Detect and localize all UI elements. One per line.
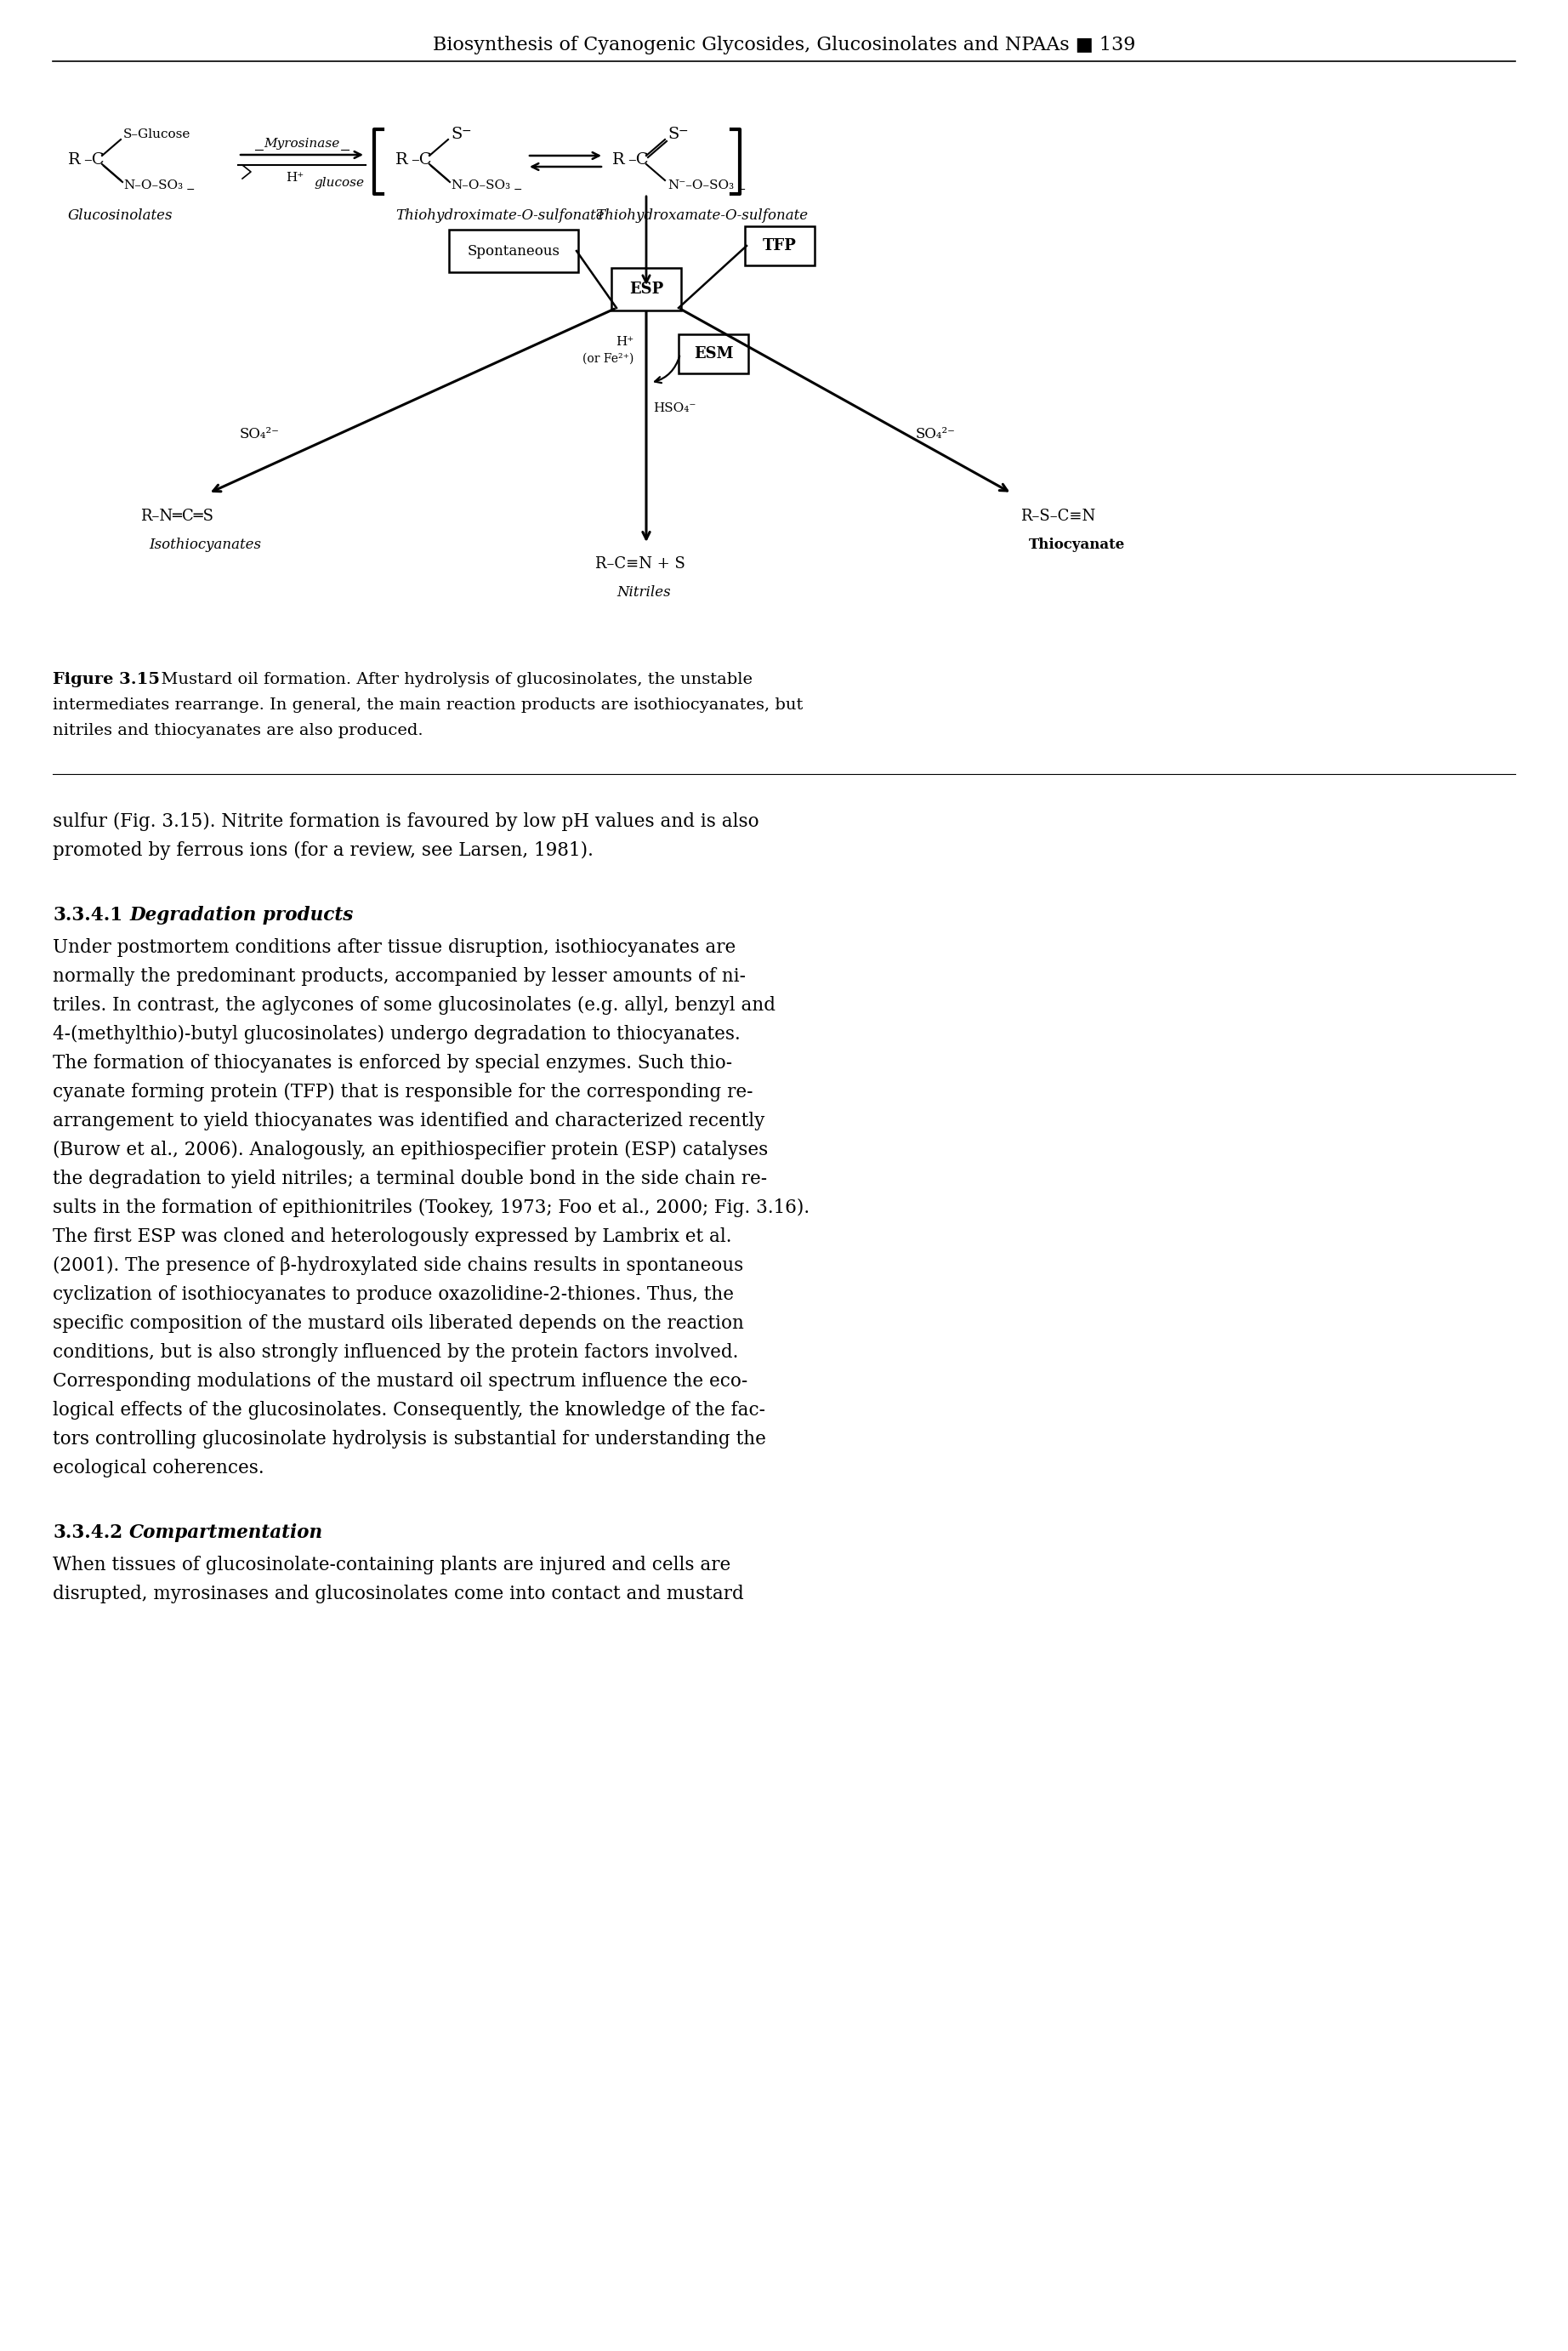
Text: S: S — [450, 127, 463, 141]
Text: −: − — [737, 183, 746, 195]
Text: triles. In contrast, the aglycones of some glucosinolates (e.g. allyl, benzyl an: triles. In contrast, the aglycones of so… — [53, 997, 776, 1016]
Text: promoted by ferrous ions (for a review, see Larsen, 1981).: promoted by ferrous ions (for a review, … — [53, 842, 593, 860]
Text: nitriles and thiocyanates are also produced.: nitriles and thiocyanates are also produ… — [53, 724, 423, 738]
Text: −: − — [514, 183, 522, 195]
Text: −: − — [679, 125, 688, 136]
Text: (Burow et al., 2006). Analogously, an epithiospecifier protein (ESP) catalyses: (Burow et al., 2006). Analogously, an ep… — [53, 1140, 768, 1159]
Text: Spontaneous: Spontaneous — [467, 245, 560, 259]
Text: conditions, but is also strongly influenced by the protein factors involved.: conditions, but is also strongly influen… — [53, 1342, 739, 1361]
Text: cyclization of isothiocyanates to produce oxazolidine-2-thiones. Thus, the: cyclization of isothiocyanates to produc… — [53, 1286, 734, 1305]
Text: –C: –C — [411, 153, 431, 167]
Text: arrangement to yield thiocyanates was identified and characterized recently: arrangement to yield thiocyanates was id… — [53, 1112, 765, 1131]
Text: the degradation to yield nitriles; a terminal double bond in the side chain re-: the degradation to yield nitriles; a ter… — [53, 1168, 767, 1187]
Text: 3.3.4.2: 3.3.4.2 — [53, 1523, 122, 1542]
Text: Mustard oil formation. After hydrolysis of glucosinolates, the unstable: Mustard oil formation. After hydrolysis … — [151, 672, 753, 686]
Text: Biosynthesis of Cyanogenic Glycosides, Glucosinolates and NPAAs ■ 139: Biosynthesis of Cyanogenic Glycosides, G… — [433, 35, 1135, 54]
Text: R–S–C≡N: R–S–C≡N — [1021, 508, 1096, 524]
Text: TFP: TFP — [762, 237, 797, 254]
Text: sults in the formation of epithionitriles (Tookey, 1973; Foo et al., 2000; Fig. : sults in the formation of epithionitrile… — [53, 1199, 809, 1218]
Text: Glucosinolates: Glucosinolates — [67, 209, 172, 223]
Text: Under postmortem conditions after tissue disruption, isothiocyanates are: Under postmortem conditions after tissue… — [53, 938, 735, 957]
FancyBboxPatch shape — [612, 268, 681, 310]
Text: R–C≡N + S: R–C≡N + S — [596, 557, 685, 571]
Text: R: R — [395, 153, 408, 167]
Text: The formation of thiocyanates is enforced by special enzymes. Such thio-: The formation of thiocyanates is enforce… — [53, 1053, 732, 1072]
Text: Figure 3.15: Figure 3.15 — [53, 672, 160, 686]
Text: sulfur (Fig. 3.15). Nitrite formation is favoured by low pH values and is also: sulfur (Fig. 3.15). Nitrite formation is… — [53, 813, 759, 832]
Text: Corresponding modulations of the mustard oil spectrum influence the eco-: Corresponding modulations of the mustard… — [53, 1373, 748, 1392]
Text: R–N═C═S: R–N═C═S — [140, 508, 213, 524]
FancyBboxPatch shape — [745, 226, 815, 266]
Text: Compartmentation: Compartmentation — [129, 1523, 323, 1542]
Text: Degradation products: Degradation products — [129, 905, 353, 924]
Text: N–O–SO₃: N–O–SO₃ — [450, 179, 510, 190]
Text: −: − — [461, 125, 472, 136]
Text: normally the predominant products, accompanied by lesser amounts of ni-: normally the predominant products, accom… — [53, 966, 746, 985]
Text: specific composition of the mustard oils liberated depends on the reaction: specific composition of the mustard oils… — [53, 1314, 743, 1333]
Text: SO₄²⁻: SO₄²⁻ — [916, 426, 955, 442]
Text: tors controlling glucosinolate hydrolysis is substantial for understanding the: tors controlling glucosinolate hydrolysi… — [53, 1429, 767, 1448]
Text: SO₄²⁻: SO₄²⁻ — [240, 426, 279, 442]
Text: Thiocyanate: Thiocyanate — [1029, 538, 1126, 552]
Text: N–O–SO₃: N–O–SO₃ — [124, 179, 183, 190]
Text: (or Fe²⁺): (or Fe²⁺) — [582, 353, 633, 364]
Text: cyanate forming protein (TFP) that is responsible for the corresponding re-: cyanate forming protein (TFP) that is re… — [53, 1084, 753, 1103]
Text: R: R — [67, 153, 80, 167]
Text: –C: –C — [83, 153, 103, 167]
Text: glucose: glucose — [314, 176, 364, 188]
Text: S: S — [668, 127, 679, 141]
Text: ESM: ESM — [693, 346, 734, 362]
FancyBboxPatch shape — [679, 334, 748, 374]
Text: disrupted, myrosinases and glucosinolates come into contact and mustard: disrupted, myrosinases and glucosinolate… — [53, 1585, 743, 1603]
Text: Thiohydroxamate-Ο-sulfonate: Thiohydroxamate-Ο-sulfonate — [596, 209, 808, 223]
Text: Nitriles: Nitriles — [616, 585, 671, 600]
Text: ESP: ESP — [629, 282, 663, 296]
Text: When tissues of glucosinolate-containing plants are injured and cells are: When tissues of glucosinolate-containing… — [53, 1556, 731, 1575]
Text: −: − — [187, 183, 194, 195]
Text: ecological coherences.: ecological coherences. — [53, 1458, 263, 1476]
FancyBboxPatch shape — [448, 230, 579, 273]
Text: The first ESP was cloned and heterologously expressed by Lambrix et al.: The first ESP was cloned and heterologou… — [53, 1227, 732, 1246]
Text: –C: –C — [627, 153, 649, 167]
Text: logical effects of the glucosinolates. Consequently, the knowledge of the fac-: logical effects of the glucosinolates. C… — [53, 1401, 765, 1420]
Text: Isothiocyanates: Isothiocyanates — [149, 538, 260, 552]
Text: N⁻–O–SO₃: N⁻–O–SO₃ — [668, 179, 734, 190]
Text: 3.3.4.1: 3.3.4.1 — [53, 905, 122, 924]
Text: 4-(methylthio)-butyl glucosinolates) undergo degradation to thiocyanates.: 4-(methylthio)-butyl glucosinolates) und… — [53, 1025, 740, 1044]
Text: intermediates rearrange. In general, the main reaction products are isothiocyana: intermediates rearrange. In general, the… — [53, 698, 803, 712]
Text: Thiohydroximate-Ο-sulfonate: Thiohydroximate-Ο-sulfonate — [395, 209, 604, 223]
Text: S–Glucose: S–Glucose — [124, 129, 191, 141]
Text: HSO₄⁻: HSO₄⁻ — [652, 402, 696, 414]
Text: (2001). The presence of β-hydroxylated side chains results in spontaneous: (2001). The presence of β-hydroxylated s… — [53, 1255, 743, 1274]
Text: R: R — [612, 153, 624, 167]
Text: H⁺: H⁺ — [615, 336, 633, 348]
Text: Myrosinase: Myrosinase — [263, 139, 340, 150]
Text: H⁺: H⁺ — [285, 172, 304, 183]
